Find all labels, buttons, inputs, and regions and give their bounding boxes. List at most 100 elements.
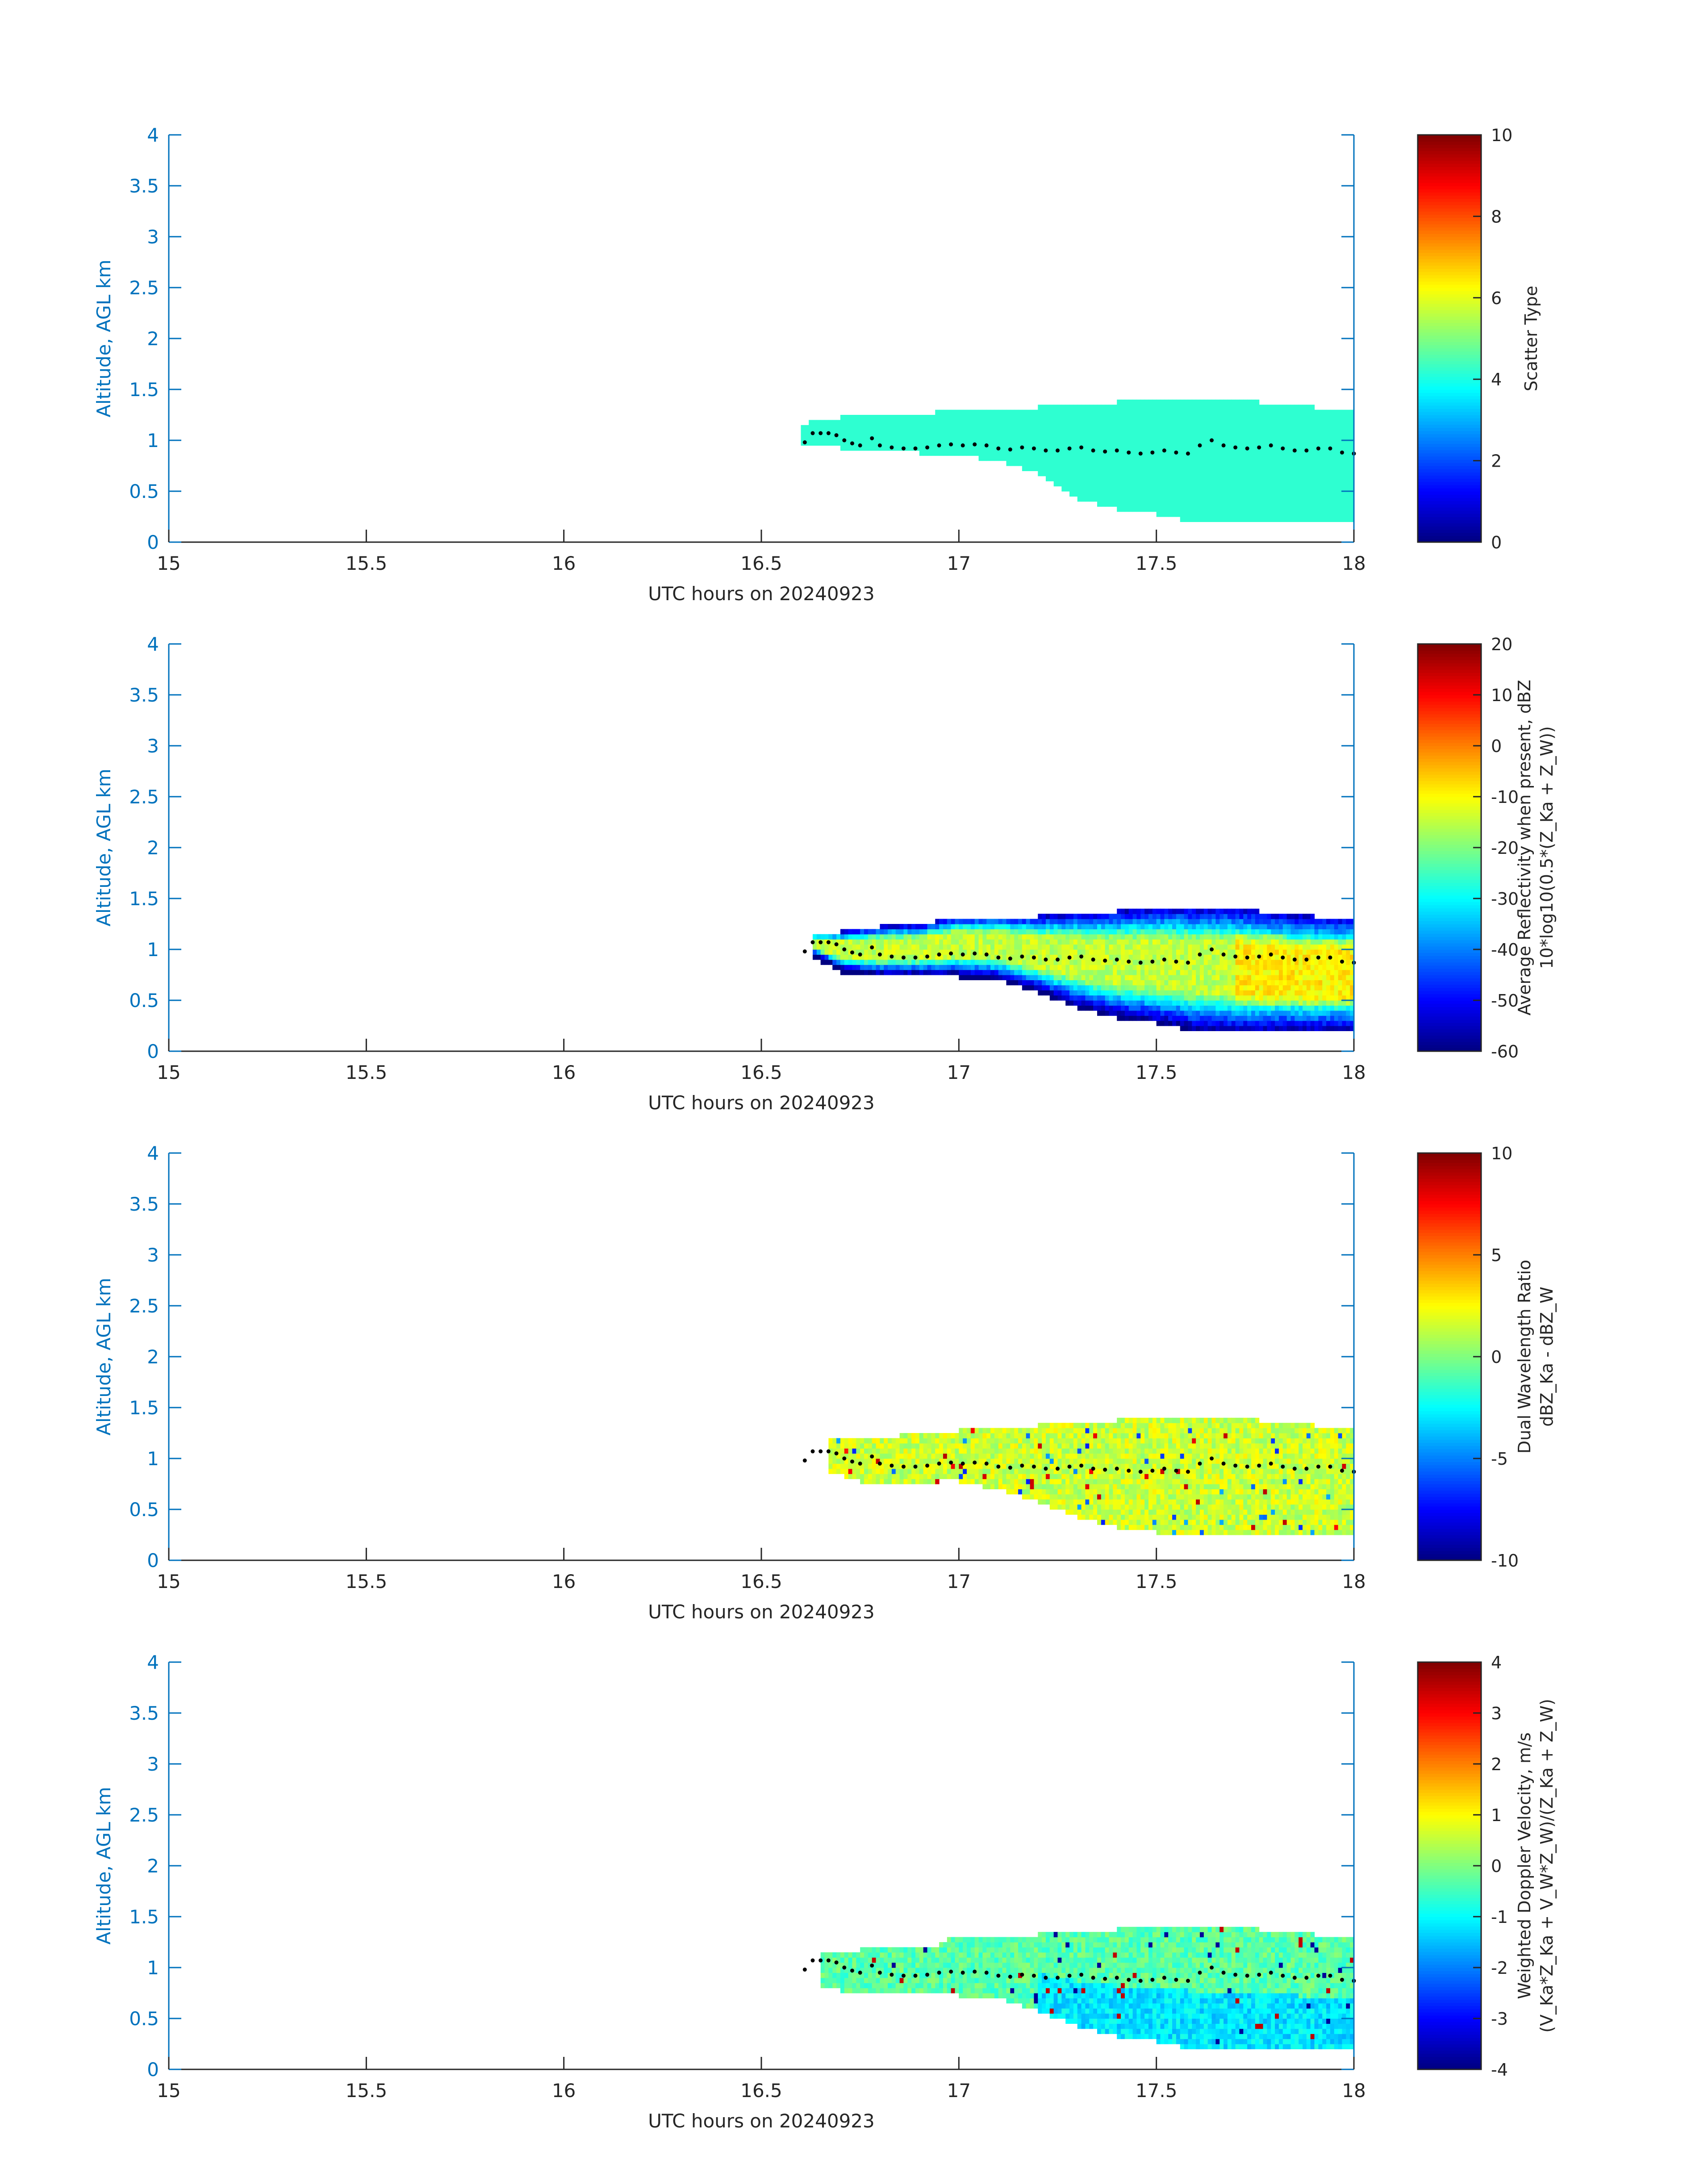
heatmap-cell bbox=[1156, 1000, 1161, 1006]
heatmap-cell bbox=[1160, 944, 1165, 950]
heatmap-cell bbox=[1073, 975, 1078, 980]
heatmap-cell bbox=[1231, 969, 1236, 975]
heatmap-cell bbox=[1121, 965, 1125, 970]
heatmap-cell bbox=[1286, 1015, 1291, 1021]
heatmap-cell bbox=[978, 425, 983, 430]
colorbar-segment bbox=[1418, 504, 1481, 508]
heatmap-cell bbox=[1239, 440, 1244, 446]
heatmap-cell bbox=[978, 455, 983, 461]
heatmap-cell bbox=[1184, 1005, 1189, 1011]
heatmap-cell bbox=[1053, 460, 1058, 466]
heatmap-cell bbox=[1018, 980, 1023, 986]
heatmap-cell bbox=[919, 445, 924, 451]
heatmap-cell bbox=[1038, 445, 1042, 451]
heatmap-cell bbox=[1136, 934, 1141, 940]
heatmap-cell bbox=[1346, 939, 1350, 945]
heatmap-cell bbox=[1290, 405, 1295, 410]
heatmap-cell bbox=[1255, 939, 1260, 945]
heatmap-cell bbox=[1227, 1026, 1232, 1031]
heatmap-cell bbox=[1203, 1020, 1208, 1026]
heatmap-cell bbox=[1085, 914, 1090, 919]
heatmap-cell bbox=[1282, 985, 1287, 990]
heatmap-cell bbox=[1188, 511, 1192, 517]
heatmap-cell bbox=[1224, 1015, 1228, 1021]
heatmap-cell bbox=[1207, 924, 1212, 929]
heatmap-cell bbox=[1053, 929, 1058, 935]
heatmap-cell bbox=[970, 440, 975, 446]
heatmap-cell bbox=[1045, 445, 1050, 451]
heatmap-cell bbox=[1073, 425, 1078, 430]
heatmap-cell bbox=[1306, 415, 1311, 420]
cloud-base-point bbox=[877, 952, 882, 957]
heatmap-cell bbox=[907, 929, 912, 935]
heatmap-cell bbox=[1263, 975, 1267, 980]
heatmap-cell bbox=[1334, 1015, 1339, 1021]
heatmap-cell bbox=[1286, 934, 1291, 940]
cloud-base-point bbox=[1269, 443, 1273, 447]
heatmap-cell bbox=[1207, 1020, 1212, 1026]
cloud-base-point bbox=[1056, 448, 1060, 453]
heatmap-cell bbox=[1140, 399, 1145, 405]
heatmap-cell bbox=[1014, 450, 1019, 456]
heatmap-cell bbox=[982, 425, 987, 430]
heatmap-cell bbox=[1053, 959, 1058, 965]
heatmap-cell bbox=[1184, 990, 1189, 996]
heatmap-cell bbox=[931, 965, 935, 970]
heatmap-cell bbox=[927, 425, 932, 430]
heatmap-cell bbox=[1038, 969, 1042, 975]
heatmap-cell bbox=[1053, 934, 1058, 940]
heatmap-cell bbox=[943, 969, 948, 975]
heatmap-cell bbox=[1081, 969, 1086, 975]
heatmap-cell bbox=[1034, 939, 1038, 945]
heatmap-cell bbox=[1097, 409, 1102, 415]
heatmap-cell bbox=[1286, 954, 1291, 960]
heatmap-cell bbox=[1211, 435, 1216, 441]
colorbar-segment bbox=[1418, 994, 1481, 998]
heatmap-cell bbox=[931, 415, 935, 420]
heatmap-cell bbox=[1259, 501, 1264, 507]
heatmap-cell bbox=[1275, 965, 1279, 970]
heatmap-cell bbox=[1176, 491, 1181, 497]
heatmap-cell bbox=[1026, 455, 1031, 461]
heatmap-cell bbox=[1302, 501, 1307, 507]
heatmap-cell bbox=[1144, 399, 1149, 405]
heatmap-cell bbox=[1184, 980, 1189, 986]
heatmap-cell bbox=[1199, 1010, 1204, 1016]
colorbar-segment bbox=[1418, 1003, 1481, 1007]
heatmap-cell bbox=[907, 944, 912, 950]
colorbar-segment bbox=[1418, 246, 1481, 250]
heatmap-cell bbox=[1089, 496, 1094, 502]
heatmap-cell bbox=[1295, 415, 1299, 420]
heatmap-cell bbox=[1215, 969, 1220, 975]
heatmap-cell bbox=[939, 445, 944, 451]
y-tick-label: 2 bbox=[147, 328, 159, 350]
heatmap-cell bbox=[888, 440, 892, 446]
cloud-base-point bbox=[1031, 955, 1036, 960]
heatmap-cell bbox=[1069, 934, 1074, 940]
heatmap-cell bbox=[1180, 949, 1185, 955]
heatmap-cell bbox=[1117, 501, 1121, 507]
heatmap-cell bbox=[903, 425, 908, 430]
heatmap-cell bbox=[1049, 959, 1054, 965]
heatmap-cell bbox=[939, 425, 944, 430]
heatmap-cell bbox=[1136, 949, 1141, 955]
heatmap-cell bbox=[1144, 481, 1149, 487]
heatmap-cell bbox=[1128, 980, 1133, 986]
heatmap-cell bbox=[1180, 1020, 1185, 1026]
heatmap-cell bbox=[1267, 1005, 1271, 1011]
heatmap-cell bbox=[1203, 415, 1208, 420]
heatmap-cell bbox=[895, 445, 900, 451]
heatmap-cell bbox=[1224, 1026, 1228, 1031]
heatmap-cell bbox=[1338, 1015, 1343, 1021]
heatmap-cell bbox=[1061, 959, 1066, 965]
heatmap-cell bbox=[1286, 415, 1291, 420]
heatmap-cell bbox=[1081, 944, 1086, 950]
heatmap-cell bbox=[1184, 460, 1189, 466]
heatmap-cell bbox=[1030, 969, 1035, 975]
heatmap-cell bbox=[1326, 517, 1331, 522]
heatmap-cell bbox=[1330, 929, 1335, 935]
heatmap-cell bbox=[919, 440, 924, 446]
heatmap-cell bbox=[1342, 924, 1346, 929]
colorbar-segment bbox=[1418, 908, 1481, 912]
heatmap-cell bbox=[974, 975, 979, 980]
